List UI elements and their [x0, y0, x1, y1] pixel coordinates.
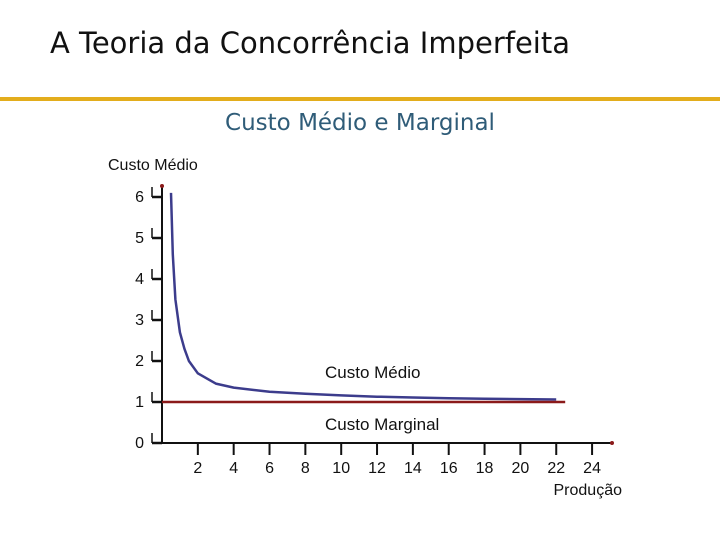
series-layer [162, 192, 566, 404]
y-tick-label: 1 [135, 394, 144, 411]
title-rule [0, 97, 720, 101]
x-tick-label: 6 [265, 460, 274, 477]
x-axis-label: Produção [554, 482, 623, 499]
x-tick-label: 2 [193, 460, 202, 477]
series-label-custo-medio: Custo Médio [325, 363, 420, 382]
y-tick-label: 6 [135, 189, 144, 206]
x-axis-arrow [610, 441, 614, 445]
y-axis-arrow [160, 184, 164, 188]
y-tick-label: 5 [135, 230, 144, 247]
x-tick-label: 22 [547, 460, 565, 477]
x-tick-label: 14 [404, 460, 422, 477]
y-tick-label: 0 [135, 435, 144, 452]
x-tick-label: 18 [476, 460, 494, 477]
x-tick-label: 10 [332, 460, 350, 477]
series-label-custo-marginal: Custo Marginal [325, 415, 439, 434]
x-tick-label: 12 [368, 460, 386, 477]
y-tick-label: 2 [135, 353, 144, 370]
y-axis-label: Custo Médio [108, 157, 198, 174]
series-line-custo-medio [169, 192, 557, 401]
x-tick-label: 8 [301, 460, 310, 477]
chart-title: Custo Médio e Marginal [225, 110, 495, 136]
y-tick-label: 3 [135, 312, 144, 329]
x-tick-label: 4 [229, 460, 238, 477]
y-tick-label: 4 [135, 271, 144, 288]
x-tick-label: 16 [440, 460, 458, 477]
x-tick-label: 24 [583, 460, 601, 477]
x-tick-label: 20 [512, 460, 530, 477]
slide-title: A Teoria da Concorrência Imperfeita [50, 26, 570, 60]
